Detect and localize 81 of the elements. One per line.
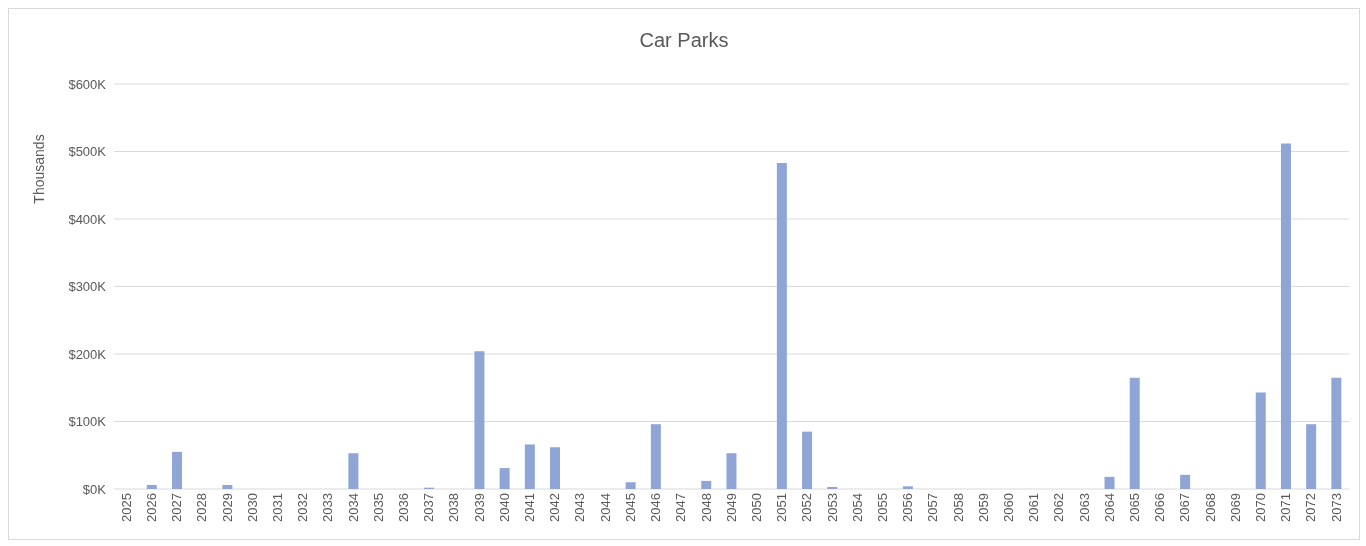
x-tick-label: 2040 <box>496 493 512 522</box>
y-tick-label: $100K <box>68 414 107 430</box>
x-tick-label: 2039 <box>471 493 487 522</box>
y-tick-label: $600K <box>68 76 107 92</box>
bar <box>625 482 636 489</box>
x-tick-label: 2042 <box>547 493 563 522</box>
x-tick-label: 2049 <box>723 493 739 522</box>
bar <box>1255 392 1266 489</box>
x-tick-label: 2036 <box>396 493 412 522</box>
x-tick-label: 2025 <box>118 493 134 522</box>
y-tick-label: $500K <box>68 144 107 160</box>
x-tick-label: 2035 <box>370 493 386 522</box>
bar <box>726 453 737 489</box>
x-tick-label: 2064 <box>1101 493 1117 522</box>
x-tick-label: 2033 <box>320 493 336 522</box>
bar <box>902 486 913 489</box>
x-tick-label: 2050 <box>748 493 764 522</box>
bar <box>550 447 561 489</box>
x-tick-label: 2051 <box>774 493 790 522</box>
x-tick-label: 2063 <box>1076 493 1092 522</box>
bar <box>1104 476 1115 489</box>
x-tick-label: 2069 <box>1227 493 1243 522</box>
x-tick-label: 2041 <box>522 493 538 522</box>
x-tick-label: 2047 <box>673 493 689 522</box>
x-tick-label: 2052 <box>799 493 815 522</box>
x-tick-label: 2057 <box>925 493 941 522</box>
x-tick-label: 2038 <box>446 493 462 522</box>
bar <box>1306 424 1317 489</box>
bar <box>827 486 838 489</box>
x-tick-label: 2044 <box>597 493 613 522</box>
y-tick-label: $0K <box>82 481 107 497</box>
x-tick-label: 2026 <box>144 493 160 522</box>
x-tick-label: 2062 <box>1051 493 1067 522</box>
x-tick-label: 2056 <box>900 493 916 522</box>
bar <box>1331 377 1342 489</box>
x-tick-label: 2071 <box>1278 493 1294 522</box>
bar <box>348 453 359 489</box>
y-axis-title: Thousands <box>31 134 47 204</box>
bar <box>171 451 182 489</box>
x-tick-label: 2058 <box>950 493 966 522</box>
x-tick-label: 2060 <box>1000 493 1016 522</box>
x-tick-label: 2046 <box>648 493 664 522</box>
bar <box>701 480 712 489</box>
x-tick-label: 2043 <box>572 493 588 522</box>
y-tick-label: $200K <box>68 346 107 362</box>
x-tick-label: 2073 <box>1328 493 1344 522</box>
bar <box>1180 474 1191 489</box>
chart-title: Car Parks <box>638 29 730 52</box>
bar <box>802 431 813 489</box>
x-tick-label: 2068 <box>1202 493 1218 522</box>
x-tick-label: 2027 <box>169 493 185 522</box>
x-tick-label: 2048 <box>698 493 714 522</box>
x-tick-label: 2059 <box>975 493 991 522</box>
x-tick-label: 2072 <box>1303 493 1319 522</box>
y-tick-label: $400K <box>68 211 107 227</box>
x-tick-label: 2030 <box>244 493 260 522</box>
bar <box>1129 377 1140 489</box>
bar <box>499 468 510 489</box>
x-tick-label: 2066 <box>1152 493 1168 522</box>
bar <box>1280 143 1291 489</box>
x-tick-label: 2037 <box>421 493 437 522</box>
x-tick-label: 2028 <box>194 493 210 522</box>
bar <box>650 424 661 489</box>
x-tick-label: 2061 <box>1026 493 1042 522</box>
bar <box>222 484 233 489</box>
x-tick-label: 2031 <box>270 493 286 522</box>
bar <box>474 351 485 489</box>
x-tick-label: 2034 <box>345 493 361 522</box>
x-tick-label: 2029 <box>219 493 235 522</box>
bar <box>524 444 535 489</box>
x-tick-label: 2055 <box>874 493 890 522</box>
x-tick-label: 2053 <box>824 493 840 522</box>
y-tick-label: $300K <box>68 279 107 295</box>
x-tick-label: 2045 <box>622 493 638 522</box>
x-tick-label: 2054 <box>849 493 865 522</box>
x-tick-label: 2032 <box>295 493 311 522</box>
bar <box>146 484 157 489</box>
x-tick-label: 2067 <box>1177 493 1193 522</box>
x-tick-label: 2065 <box>1127 493 1142 522</box>
x-tick-label: 2070 <box>1253 493 1269 522</box>
bar <box>776 162 787 489</box>
